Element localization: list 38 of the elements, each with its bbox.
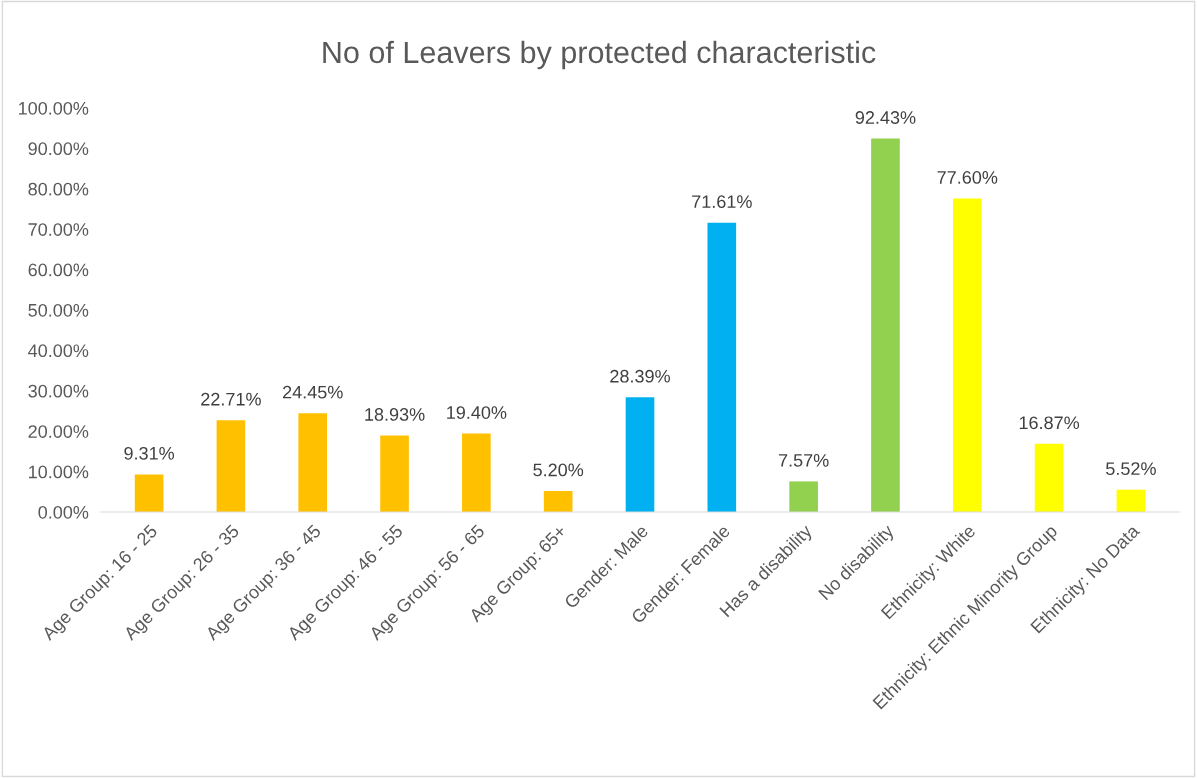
y-tick-label: 80.00% [28,182,89,196]
data-label: 9.31% [124,446,175,460]
data-label: 16.87% [1019,416,1080,430]
y-tick-label: 90.00% [28,142,89,156]
bar [1034,443,1064,512]
chart-title: No of Leavers by protected characteristic [323,40,876,70]
data-label: 71.61% [692,195,752,209]
bar [707,222,737,512]
data-label: 19.40% [447,406,507,419]
y-tick-label: 100.00% [18,101,89,115]
data-label: 18.93% [365,408,425,421]
bar [625,397,655,512]
data-label: 5.20% [533,463,584,477]
data-label: 92.43% [855,111,916,124]
bar [298,413,328,512]
data-label: 5.52% [1106,462,1156,476]
bar [216,420,246,512]
bar [380,435,409,512]
data-label: 28.39% [610,369,670,383]
data-label: 7.57% [778,454,829,467]
y-tick-label: 30.00% [28,384,89,398]
y-tick-label: 40.00% [28,344,89,358]
bar [871,138,900,512]
bar [789,481,818,512]
y-tick-label: 60.00% [28,263,89,277]
y-tick-label: 10.00% [29,465,89,479]
y-tick-label: 20.00% [28,425,89,438]
bar [543,490,573,512]
data-label: 22.71% [201,392,261,406]
bar [134,474,164,512]
y-tick-label: 0.00% [38,505,89,519]
data-label: 77.60% [937,171,998,184]
y-tick-label: 50.00% [28,303,89,317]
data-label: 24.45% [283,385,343,399]
y-tick-label: 70.00% [28,223,89,236]
bar [462,433,491,512]
bar [1116,489,1146,512]
bar [952,198,982,512]
